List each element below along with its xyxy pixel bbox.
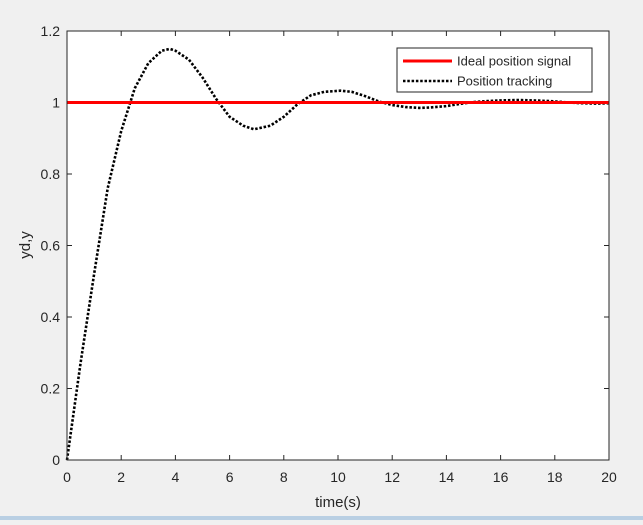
axes-box: [66, 30, 610, 461]
x-tick-label: 20: [601, 469, 617, 485]
series-layer: [65, 47, 610, 461]
x-tick-label: 2: [117, 469, 125, 485]
x-tick-label: 12: [384, 469, 400, 485]
x-tick-label: 16: [493, 469, 509, 485]
position-tracking-line: [65, 47, 610, 461]
x-tick-label: 14: [439, 469, 455, 485]
y-tick-label: 0.8: [41, 166, 61, 182]
legend: Ideal position signal Position tracking: [396, 47, 593, 93]
x-axis-label: time(s): [315, 494, 361, 511]
ticks-layer: 0 2 4 6 8 10 12 14 16 18 20 0 0.2 0.4 0.6 0.8 1 1.2: [41, 23, 617, 485]
x-tick-label: 4: [172, 469, 180, 485]
x-tick-label: 0: [63, 469, 71, 485]
y-tick-label: 0.6: [41, 238, 61, 254]
y-axis-label: yd,y: [17, 231, 34, 259]
legend-label-position-tracking: Position tracking: [457, 74, 552, 89]
x-tick-label: 10: [330, 469, 346, 485]
legend-box: [396, 47, 593, 93]
y-tick-label: 0.2: [41, 381, 61, 397]
y-tick-label: 0.4: [41, 309, 61, 325]
y-tick-label: 0: [52, 452, 60, 468]
axes-background: [67, 31, 609, 460]
x-tick-label: 8: [280, 469, 288, 485]
x-tick-label: 6: [226, 469, 234, 485]
y-tick-label: 1.2: [41, 23, 61, 39]
x-tick-label: 18: [547, 469, 563, 485]
legend-label-ideal-position-signal: Ideal position signal: [457, 54, 571, 69]
window-bottom-strip: [0, 516, 643, 520]
y-tick-label: 1: [52, 95, 60, 111]
